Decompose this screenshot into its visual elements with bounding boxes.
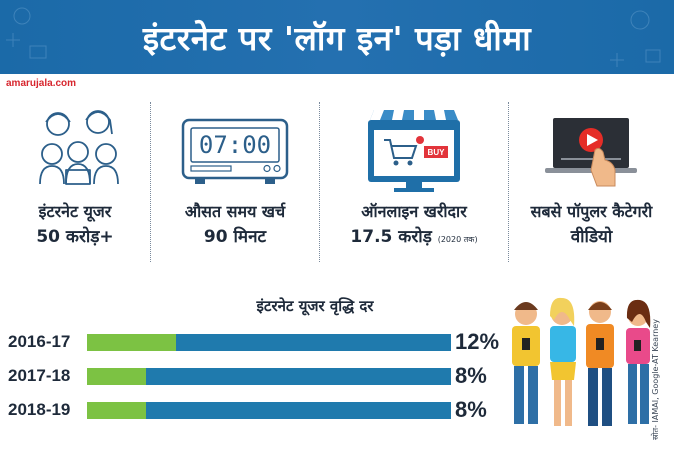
bar-value-label: 12% [455,329,500,354]
bar-fill [87,334,177,351]
banner-pattern [6,7,661,67]
stat-value: 50 करोड़+ [36,227,114,247]
stat-average-time: 07:00 औसत समय खर्च 90 मिनट [151,100,319,270]
divider [508,102,509,262]
online-shopping-monitor-icon: BUY [368,110,460,192]
brand-logo: amarujala.com [6,78,77,89]
chart-title: इंटरनेट यूजर वृद्धि दर [256,297,374,315]
divider [150,102,151,262]
stat-popular-category: सबसे पॉपुलर कैटेगरी वीडियो [509,100,674,270]
digital-clock-icon: 07:00 [181,118,289,184]
divider [319,102,320,262]
bar-value-label: 8% [455,363,487,388]
stat-value-text: 17.5 करोड़ [350,227,432,247]
stat-value: 90 मिनट [203,227,267,247]
bar-row: 2018-19 8% [0,397,510,426]
stat-note: (2020 तक) [437,235,478,244]
bar-track [87,368,451,385]
clock-time: 07:00 [199,131,271,159]
stat-label: ऑनलाइन खरीदार [361,202,467,221]
stats-row: इंटरनेट यूजर 50 करोड़+ 07:00 औसत समय खर्… [0,100,674,270]
bar-track [87,334,451,351]
stat-label: इंटरनेट यूजर [38,202,112,221]
page-title: इंटरनेट पर 'लॉग इन' पड़ा धीमा [142,18,532,58]
bar-fill [87,368,147,385]
stat-online-buyers: BUY ऑनलाइन खरीदार 17.5 करोड़ (2020 तक) [320,100,508,270]
bar-value-label: 8% [455,397,487,422]
bar-category-label: 2016-17 [8,332,71,351]
bar-row: 2016-17 12% [0,329,510,358]
header-banner: इंटरनेट पर 'लॉग इन' पड़ा धीमा [0,0,674,74]
young-people-with-phones-illustration [512,297,651,426]
bar-track [87,402,451,419]
bar-category-label: 2018-19 [8,400,71,419]
video-play-laptop-icon [545,118,637,187]
stat-value: वीडियो [570,227,613,247]
stat-internet-users: इंटरनेट यूजर 50 करोड़+ [0,100,150,270]
bar-fill [87,402,147,419]
bar-row: 2017-18 8% [0,363,510,392]
stat-value: 17.5 करोड़ (2020 तक) [320,224,508,247]
stat-label: औसत समय खर्च [184,202,286,221]
buy-label: BUY [428,148,446,157]
bar-category-label: 2017-18 [8,366,71,385]
users-group-icon [39,110,119,185]
source-credit: स्रोत- IAMAI, Google-AT Kearney [651,319,660,440]
stat-label: सबसे पॉपुलर कैटेगरी [530,202,653,221]
